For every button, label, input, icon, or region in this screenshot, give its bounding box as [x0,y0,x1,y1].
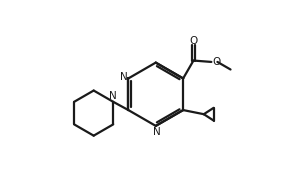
Text: N: N [120,72,127,82]
Text: N: N [153,127,161,137]
Text: O: O [212,57,220,67]
Text: O: O [189,36,198,46]
Text: N: N [109,91,117,101]
